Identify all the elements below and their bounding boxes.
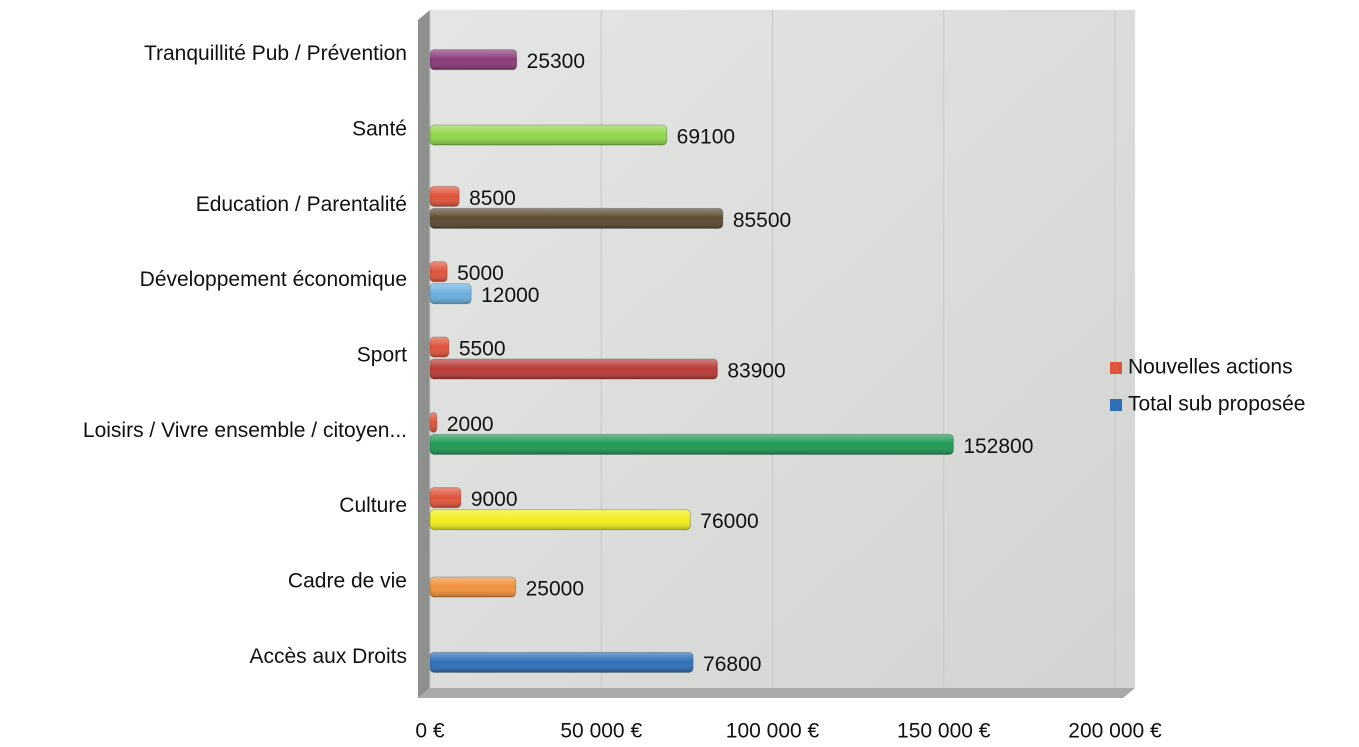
bar-shade [430,49,517,70]
y-tick-label: Développement économique [140,268,407,291]
bar-shade [430,412,437,433]
data-label: 5000 [457,262,504,285]
bar-shade [430,652,694,673]
y-tick-label: Culture [339,494,407,517]
y-tick-label: Tranquillité Pub / Prévention [144,42,407,65]
bar-shade [430,283,472,304]
y-tick-label: Santé [352,118,407,141]
x-tick-label: 150 000 € [897,720,991,743]
bar-shade [430,125,667,145]
data-label: 76000 [700,510,758,533]
data-label: 69100 [677,126,735,149]
y-tick-label: Cadre de vie [288,570,407,593]
x-tick-label: 100 000 € [726,720,820,743]
legend-swatch [1110,362,1122,374]
data-label: 12000 [481,284,539,307]
floor [418,688,1135,698]
data-label: 2000 [447,413,494,436]
data-label: 152800 [963,435,1033,458]
bar-shade [430,577,516,597]
data-label: 9000 [471,488,518,511]
bar-shade [430,487,461,508]
data-label: 83900 [727,360,785,383]
data-label: 5500 [459,338,506,361]
x-tick-label: 0 € [415,720,445,743]
y-tick-label: Education / Parentalité [196,193,407,216]
y-tick-label: Loisirs / Vivre ensemble / citoyen... [83,419,407,442]
legend-swatch [1110,399,1122,411]
legend-label: Total sub proposée [1128,393,1305,416]
side-wall [418,10,430,698]
y-tick-label: Sport [357,344,407,367]
bar-shade [430,337,449,357]
bar-shade [430,208,723,229]
bar-shade [430,186,460,207]
bar-shade [430,509,691,530]
data-label: 8500 [469,187,516,210]
data-label: 85500 [733,209,791,232]
legend-label: Nouvelles actions [1128,356,1293,379]
y-tick-label: Accès aux Droits [249,645,407,668]
bar-shade [430,359,718,379]
data-label: 25300 [527,50,585,73]
bar-shade [430,434,954,455]
data-label: 25000 [526,578,584,601]
data-label: 76800 [703,653,761,676]
x-tick-label: 200 000 € [1068,720,1162,743]
bar-shade [430,261,448,282]
x-tick-label: 50 000 € [560,720,642,743]
